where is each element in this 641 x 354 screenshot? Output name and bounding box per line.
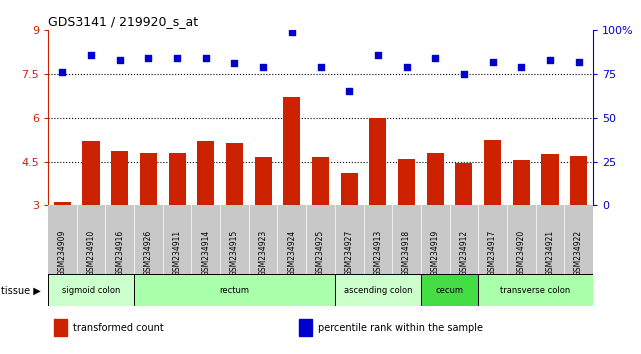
Bar <box>48 274 134 306</box>
Bar <box>427 153 444 205</box>
Bar <box>484 139 501 205</box>
Point <box>201 55 211 61</box>
Text: tissue ▶: tissue ▶ <box>1 285 41 295</box>
Bar <box>254 157 272 205</box>
Point <box>144 55 154 61</box>
Point <box>574 59 584 64</box>
Bar <box>283 97 301 205</box>
Bar <box>134 274 335 306</box>
Text: GDS3141 / 219920_s_at: GDS3141 / 219920_s_at <box>48 15 198 28</box>
Bar <box>340 173 358 205</box>
Text: cecum: cecum <box>435 286 463 295</box>
Point <box>287 29 297 35</box>
Bar <box>54 319 67 336</box>
Point <box>115 57 125 63</box>
Point <box>430 55 440 61</box>
Bar <box>513 160 530 205</box>
Bar <box>478 274 593 306</box>
Bar <box>111 151 128 205</box>
Bar <box>299 319 312 336</box>
Point <box>57 69 67 75</box>
Bar <box>570 156 587 205</box>
Bar <box>335 274 421 306</box>
Bar <box>455 163 472 205</box>
Text: percentile rank within the sample: percentile rank within the sample <box>318 323 483 333</box>
Text: transverse colon: transverse colon <box>501 286 570 295</box>
Bar <box>421 274 478 306</box>
Bar <box>541 154 558 205</box>
Bar <box>226 143 243 205</box>
Point <box>315 64 326 70</box>
Point <box>545 57 555 63</box>
Bar <box>312 157 329 205</box>
Bar <box>169 153 186 205</box>
Point <box>372 52 383 57</box>
Point <box>516 64 526 70</box>
Point <box>86 52 96 57</box>
Bar <box>140 153 157 205</box>
Point <box>487 59 497 64</box>
Bar <box>197 141 214 205</box>
Bar <box>369 118 387 205</box>
Text: rectum: rectum <box>219 286 249 295</box>
Text: ascending colon: ascending colon <box>344 286 412 295</box>
Point <box>229 61 240 66</box>
Bar <box>83 141 100 205</box>
Text: transformed count: transformed count <box>72 323 163 333</box>
Bar <box>54 202 71 205</box>
Point <box>344 88 354 94</box>
Point <box>258 64 269 70</box>
Bar <box>398 159 415 205</box>
Point <box>401 64 412 70</box>
Point <box>172 55 182 61</box>
Point <box>459 71 469 77</box>
Text: sigmoid colon: sigmoid colon <box>62 286 121 295</box>
